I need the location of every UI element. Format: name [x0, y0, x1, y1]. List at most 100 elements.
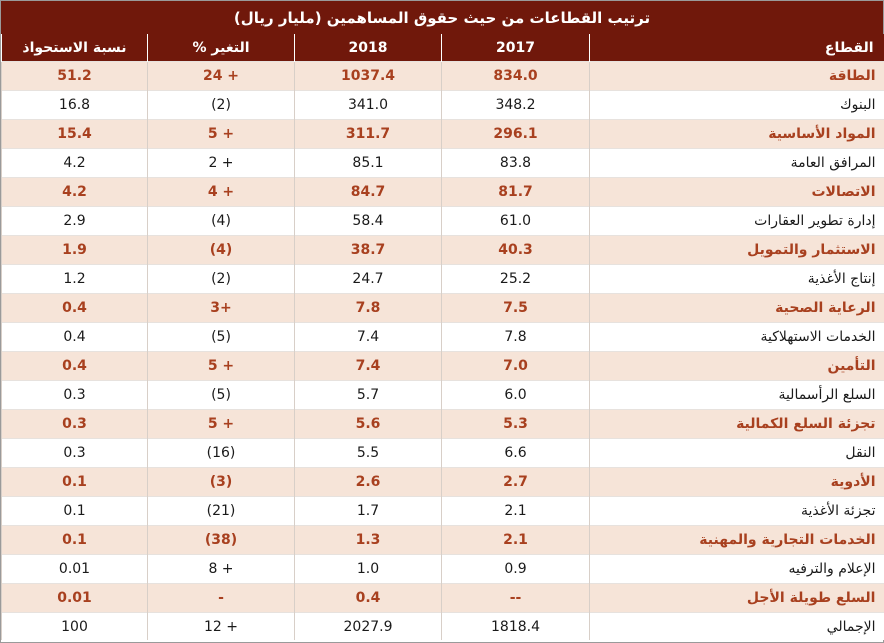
cell-change: (4) [147, 206, 295, 236]
header-sector: القطاع [589, 34, 884, 62]
cell-2018: 84.7 [294, 177, 442, 207]
cell-change: +3 [147, 293, 295, 323]
cell-2018: 5.6 [294, 409, 442, 439]
table-row: الرعاية الصحية 7.5 7.8 +3 0.4 [1, 293, 884, 323]
cell-sector: تجزئة الأغذية [589, 496, 884, 526]
cell-change: + 4 [147, 177, 295, 207]
cell-change-total: + 12 [147, 612, 295, 640]
cell-2018: 1.7 [294, 496, 442, 526]
cell-sector: التأمين [589, 351, 884, 381]
cell-change: (4) [147, 235, 295, 265]
cell-sector: الطاقة [589, 61, 884, 91]
cell-share: 0.3 [1, 409, 148, 439]
table-row: السلع طويلة الأجل -- 0.4 - 0.01 [1, 583, 884, 613]
cell-share: 16.8 [1, 90, 148, 120]
header-2017: 2017 [441, 34, 590, 62]
cell-change: (2) [147, 264, 295, 294]
cell-2017: 83.8 [441, 148, 590, 178]
cell-sector: السلع الرأسمالية [589, 380, 884, 410]
header-2018: 2018 [294, 34, 442, 62]
cell-sector: الرعاية الصحية [589, 293, 884, 323]
cell-share: 15.4 [1, 119, 148, 149]
cell-change: + 24 [147, 61, 295, 91]
cell-sector: الاستثمار والتمويل [589, 235, 884, 265]
cell-2018: 5.7 [294, 380, 442, 410]
table-row: البنوك 348.2 341.0 (2) 16.8 [1, 90, 884, 120]
table-row: الاتصالات 81.7 84.7 + 4 4.2 [1, 177, 884, 207]
cell-2018: 24.7 [294, 264, 442, 294]
cell-2018: 38.7 [294, 235, 442, 265]
cell-share: 0.1 [1, 525, 148, 555]
cell-share: 0.4 [1, 322, 148, 352]
cell-sector: البنوك [589, 90, 884, 120]
cell-share: 1.2 [1, 264, 148, 294]
cell-2017: 7.5 [441, 293, 590, 323]
cell-2018: 5.5 [294, 438, 442, 468]
cell-2017: 25.2 [441, 264, 590, 294]
cell-2018: 1.3 [294, 525, 442, 555]
cell-share: 0.1 [1, 467, 148, 497]
cell-sector: الإعلام والترفيه [589, 554, 884, 584]
table-row: التأمين 7.0 7.4 + 5 0.4 [1, 351, 884, 381]
table-row: السلع الرأسمالية 6.0 5.7 (5) 0.3 [1, 380, 884, 410]
table-row: تجزئة الأغذية 2.1 1.7 (21) 0.1 [1, 496, 884, 526]
cell-change: (3) [147, 467, 295, 497]
table-row: إدارة تطوير العقارات 61.0 58.4 (4) 2.9 [1, 206, 884, 236]
cell-2017: 2.1 [441, 496, 590, 526]
cell-2018: 1.0 [294, 554, 442, 584]
cell-change: + 5 [147, 119, 295, 149]
cell-2018: 2.6 [294, 467, 442, 497]
cell-change: (38) [147, 525, 295, 555]
cell-change: - [147, 583, 295, 613]
cell-sector: المواد الأساسية [589, 119, 884, 149]
cell-share: 0.4 [1, 351, 148, 381]
total-row: الإجمالي 1818.4 2027.9 + 12 100 [1, 612, 884, 640]
cell-2018: 7.8 [294, 293, 442, 323]
cell-sector: النقل [589, 438, 884, 468]
table-row: الخدمات الاستهلاكية 7.8 7.4 (5) 0.4 [1, 322, 884, 352]
cell-share: 1.9 [1, 235, 148, 265]
header-change: التغير % [147, 34, 295, 62]
cell-2018: 7.4 [294, 322, 442, 352]
sector-ranking-table: القطاع 2017 2018 التغير % نسبة الاستحواذ… [1, 34, 884, 640]
cell-share: 2.9 [1, 206, 148, 236]
cell-2017: 81.7 [441, 177, 590, 207]
cell-sector: إنتاج الأغذية [589, 264, 884, 294]
cell-share: 0.01 [1, 583, 148, 613]
table-row: المواد الأساسية 296.1 311.7 + 5 15.4 [1, 119, 884, 149]
cell-2017: 7.0 [441, 351, 590, 381]
table-title: ترتيب القطاعات من حيث حقوق المساهمين (مل… [1, 1, 883, 34]
cell-2017: 348.2 [441, 90, 590, 120]
table-row: الطاقة 834.0 1037.4 + 24 51.2 [1, 61, 884, 91]
cell-2017: -- [441, 583, 590, 613]
cell-share: 51.2 [1, 61, 148, 91]
cell-sector: الاتصالات [589, 177, 884, 207]
cell-2017: 2.1 [441, 525, 590, 555]
cell-change: + 2 [147, 148, 295, 178]
table-row: إنتاج الأغذية 25.2 24.7 (2) 1.2 [1, 264, 884, 294]
cell-2018: 0.4 [294, 583, 442, 613]
cell-sector: تجزئة السلع الكمالية [589, 409, 884, 439]
cell-2018: 311.7 [294, 119, 442, 149]
cell-share: 4.2 [1, 148, 148, 178]
cell-2017: 296.1 [441, 119, 590, 149]
cell-sector: إدارة تطوير العقارات [589, 206, 884, 236]
cell-2017: 834.0 [441, 61, 590, 91]
table-row: النقل 6.6 5.5 (16) 0.3 [1, 438, 884, 468]
cell-2018: 58.4 [294, 206, 442, 236]
cell-2018: 85.1 [294, 148, 442, 178]
cell-sector: الخدمات الاستهلاكية [589, 322, 884, 352]
cell-change: + 8 [147, 554, 295, 584]
cell-share: 0.3 [1, 380, 148, 410]
cell-2017: 0.9 [441, 554, 590, 584]
header-share: نسبة الاستحواذ [1, 34, 148, 62]
cell-share-total: 100 [1, 612, 148, 640]
cell-2018: 341.0 [294, 90, 442, 120]
table-row: الاستثمار والتمويل 40.3 38.7 (4) 1.9 [1, 235, 884, 265]
cell-change: (16) [147, 438, 295, 468]
cell-sector: المرافق العامة [589, 148, 884, 178]
cell-2017: 61.0 [441, 206, 590, 236]
cell-sector: الخدمات التجارية والمهنية [589, 525, 884, 555]
cell-share: 0.3 [1, 438, 148, 468]
